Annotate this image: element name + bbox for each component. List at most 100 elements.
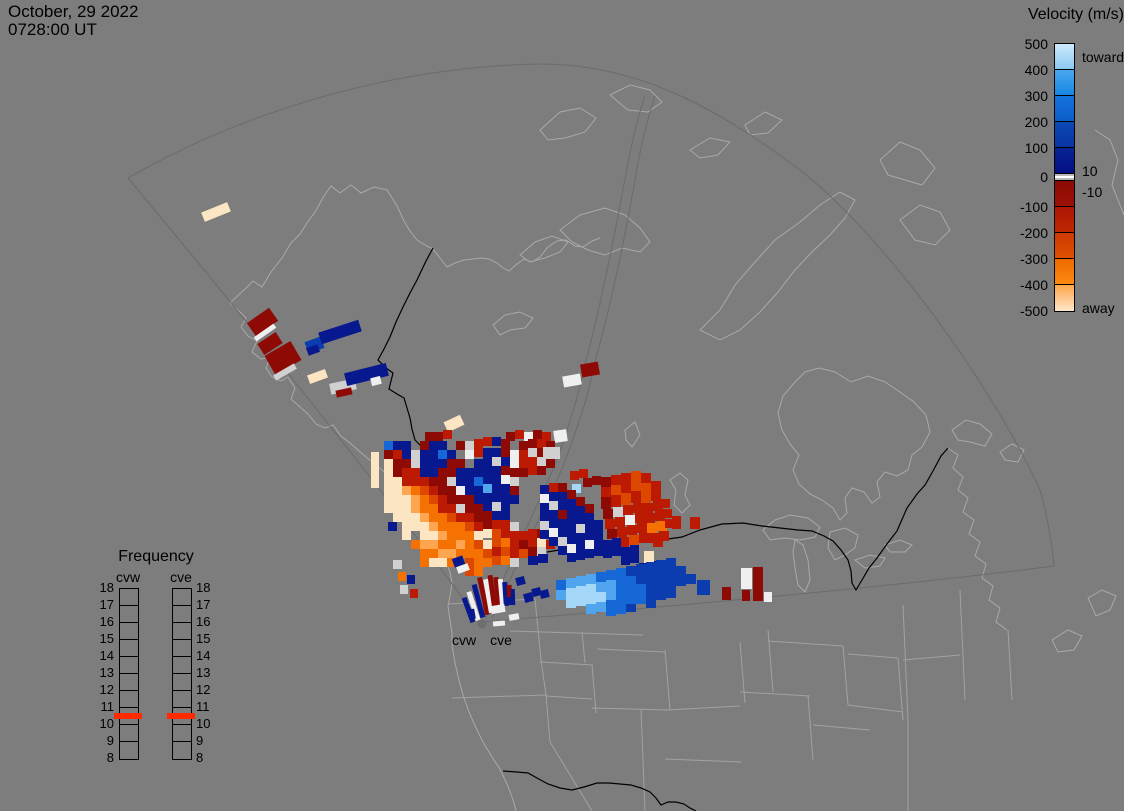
frequency-bar-cell: [173, 742, 191, 759]
velocity-cell: [420, 513, 429, 522]
state-border: [902, 654, 961, 661]
velocity-cell: [447, 486, 456, 495]
velocity-cell: [656, 560, 666, 570]
velocity-cell: [615, 517, 625, 527]
colorbar-segment: [1055, 181, 1074, 207]
velocity-cell: [483, 448, 492, 457]
velocity-cell: [438, 468, 447, 477]
velocity-cell: [438, 450, 447, 459]
velocity-cell: [621, 556, 630, 565]
velocity-cell: [570, 471, 579, 480]
velocity-cell: [411, 522, 420, 531]
frequency-bar-cell: [120, 708, 138, 725]
colorbar-segment: [1055, 44, 1074, 70]
radar-fan-boundary: [480, 565, 1055, 623]
velocity-cell: [562, 373, 582, 388]
velocity-cell: [456, 477, 465, 486]
colorbar-ground-scatter-band: [1055, 174, 1074, 181]
velocity-cell: [540, 521, 549, 530]
frequency-bar-cve: [172, 588, 192, 760]
velocity-cell: [549, 537, 558, 546]
velocity-cell: [483, 540, 492, 549]
frequency-bar-cell: [120, 623, 138, 640]
velocity-cell: [510, 450, 519, 459]
frequency-legend-title: Frequency: [118, 548, 194, 565]
velocity-cell: [420, 522, 429, 531]
velocity-cell: [626, 566, 636, 576]
coastline: [689, 137, 731, 159]
velocity-cell: [592, 476, 601, 485]
velocity-cell: [606, 570, 616, 580]
velocity-cell: [641, 483, 651, 493]
velocity-tick: -200: [1019, 225, 1048, 241]
frequency-marker-cvw: [114, 713, 142, 719]
velocity-cell: [631, 491, 641, 503]
frequency-bar-cell: [173, 691, 191, 708]
velocity-cell: [519, 441, 528, 450]
velocity-cell: [465, 468, 474, 477]
velocity-cell: [438, 441, 447, 450]
velocity-cell: [492, 484, 501, 493]
frequency-tick: 8: [106, 750, 114, 765]
frequency-bar-cell: [173, 657, 191, 674]
velocity-cell: [501, 520, 510, 529]
state-border: [534, 598, 547, 696]
velocity-cell: [621, 473, 631, 483]
velocity-cell: [402, 477, 411, 486]
velocity-cell: [420, 477, 429, 486]
state-border: [842, 645, 849, 706]
velocity-cell: [429, 486, 438, 495]
frequency-bar-cell: [120, 657, 138, 674]
velocity-cell: [567, 535, 576, 544]
frequency-tick: 12: [99, 682, 114, 697]
state-border: [581, 631, 586, 664]
velocity-cell: [465, 549, 474, 558]
coastline: [559, 207, 651, 256]
velocity-cell: [400, 585, 408, 594]
velocity-cell: [556, 580, 566, 590]
frequency-tick: 9: [196, 733, 204, 748]
velocity-cell: [384, 495, 393, 504]
velocity-tick: 100: [1024, 140, 1048, 156]
velocity-cell: [666, 588, 676, 598]
velocity-cell: [540, 494, 549, 503]
country-border: [502, 770, 697, 811]
velocity-cell: [456, 486, 465, 495]
velocity-cell: [447, 513, 456, 522]
velocity-cell: [407, 575, 415, 584]
velocity-cell: [596, 582, 606, 592]
velocity-cell: [393, 495, 402, 504]
coastline: [853, 554, 886, 569]
velocity-cell: [438, 504, 447, 513]
coastline: [951, 419, 993, 447]
velocity-cell: [666, 578, 676, 588]
velocity-cell: [621, 547, 630, 556]
velocity-cell: [585, 531, 594, 540]
velocity-cell: [384, 441, 393, 450]
velocity-cell: [596, 592, 606, 602]
velocity-cell: [585, 549, 594, 558]
velocity-cell: [606, 580, 616, 590]
velocity-cell: [519, 531, 528, 540]
velocity-cell: [411, 513, 420, 522]
velocity-cell: [438, 522, 447, 531]
velocity-cell: [596, 572, 606, 582]
velocity-cell: [465, 513, 474, 522]
velocity-cell: [540, 530, 549, 539]
velocity-cell: [580, 361, 600, 378]
frequency-bar-cell: [173, 674, 191, 691]
velocity-cell: [649, 533, 659, 543]
velocity-cell: [447, 504, 456, 513]
velocity-cell: [501, 547, 510, 556]
velocity-tick: 0: [1040, 169, 1048, 185]
velocity-cell: [585, 513, 594, 522]
colorbar-segment: [1055, 96, 1074, 122]
velocity-cell: [637, 523, 647, 533]
velocity-cell: [510, 549, 519, 558]
coastline: [492, 311, 534, 336]
velocity-cell: [411, 504, 420, 513]
velocity-cell: [402, 495, 411, 504]
velocity-cell: [483, 502, 492, 511]
velocity-cell: [393, 560, 402, 569]
velocity-cell: [510, 459, 519, 468]
